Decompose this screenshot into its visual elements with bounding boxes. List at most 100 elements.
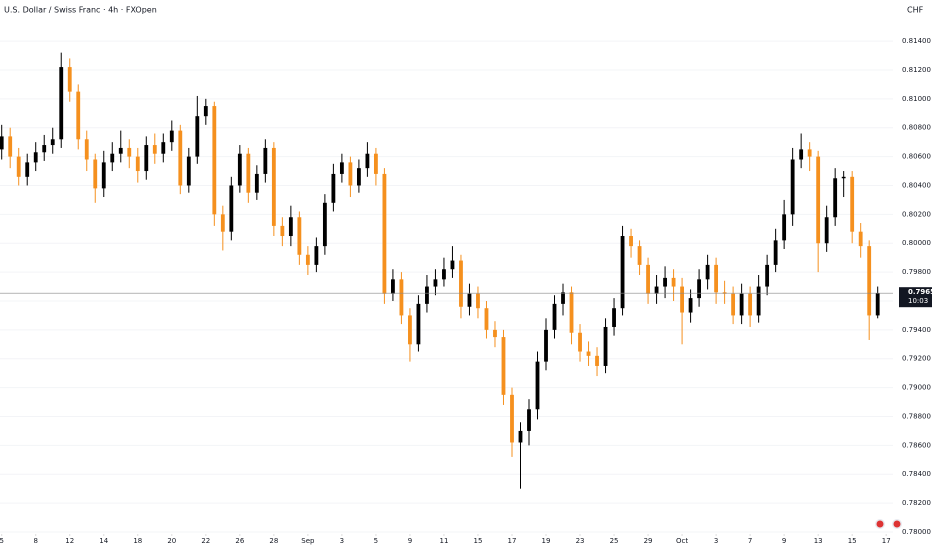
candle-body bbox=[314, 246, 319, 265]
candle-body bbox=[595, 355, 599, 366]
x-tick-label: 13 bbox=[814, 537, 823, 545]
candle-body bbox=[373, 153, 378, 174]
y-tick-label: 0.80800 bbox=[902, 124, 931, 132]
candle-body bbox=[42, 145, 47, 153]
x-tick-label: Oct bbox=[676, 537, 688, 545]
last-price-box bbox=[899, 287, 932, 308]
candles bbox=[0, 52, 880, 489]
candle-body bbox=[280, 225, 285, 237]
y-tick-label: 0.81000 bbox=[902, 95, 931, 103]
candle-body bbox=[0, 136, 4, 150]
candle-body bbox=[450, 260, 455, 270]
candle-body bbox=[271, 147, 276, 226]
x-tick-label: 9 bbox=[408, 537, 412, 545]
y-tick-label: 0.80000 bbox=[902, 239, 931, 247]
candle-body bbox=[467, 293, 472, 307]
candle-body bbox=[875, 293, 880, 316]
candle-body bbox=[790, 159, 795, 215]
candle-body bbox=[152, 145, 157, 154]
candle-body bbox=[561, 292, 565, 304]
x-tick-label: 20 bbox=[167, 537, 176, 545]
x-tick-label: 5 bbox=[0, 537, 4, 545]
x-tick-label: 3 bbox=[714, 537, 718, 545]
candle-body bbox=[305, 254, 310, 265]
candle-body bbox=[569, 292, 574, 333]
x-tick-label: 15 bbox=[848, 537, 857, 545]
y-tick-label: 0.80400 bbox=[902, 181, 931, 189]
candle-body bbox=[748, 293, 753, 316]
candle-body bbox=[841, 176, 846, 179]
candle-body bbox=[25, 162, 30, 177]
candle-body bbox=[476, 293, 480, 309]
candle-body bbox=[739, 293, 744, 316]
currency-label: CHF bbox=[907, 6, 924, 15]
candle-body bbox=[629, 236, 633, 247]
candle-body bbox=[459, 260, 463, 307]
candle-body bbox=[186, 156, 191, 186]
x-tick-label: 15 bbox=[474, 537, 483, 545]
candle-body bbox=[544, 329, 548, 362]
candle-body bbox=[76, 91, 81, 140]
candle-body bbox=[578, 332, 582, 352]
y-tick-label: 0.81200 bbox=[902, 66, 931, 74]
x-tick-label: 26 bbox=[235, 537, 244, 545]
candle-body bbox=[399, 279, 404, 316]
candle-body bbox=[237, 153, 242, 186]
candle-body bbox=[833, 178, 838, 218]
candle-body bbox=[101, 162, 106, 189]
candle-body bbox=[654, 286, 659, 294]
y-tick-label: 0.78400 bbox=[902, 470, 931, 478]
candle-body bbox=[501, 337, 506, 395]
last-price-label: 0.79654 bbox=[908, 288, 932, 296]
candle-body bbox=[867, 246, 872, 316]
candle-body bbox=[67, 67, 72, 92]
event-flag bbox=[893, 520, 901, 528]
candle-body bbox=[161, 142, 166, 154]
candle-body bbox=[850, 176, 855, 232]
y-tick-label: 0.78800 bbox=[902, 412, 931, 420]
candle-body bbox=[807, 149, 812, 157]
y-tick-label: 0.81400 bbox=[902, 37, 931, 45]
candle-body bbox=[680, 286, 684, 313]
candle-body bbox=[442, 269, 446, 280]
candle-body bbox=[586, 351, 591, 356]
x-tick-label: 17 bbox=[508, 537, 517, 545]
candle-body bbox=[671, 277, 676, 287]
candle-body bbox=[246, 153, 251, 193]
candle-body bbox=[391, 279, 395, 294]
x-tick-label: 19 bbox=[542, 537, 551, 545]
y-tick-label: 0.79800 bbox=[902, 268, 931, 276]
candle-body bbox=[510, 394, 514, 443]
candle-body bbox=[765, 264, 770, 287]
candle-body bbox=[288, 217, 293, 237]
candle-body bbox=[612, 308, 616, 327]
x-tick-label: Sep bbox=[301, 537, 315, 545]
candle-body bbox=[518, 430, 523, 443]
x-tick-label: 23 bbox=[576, 537, 585, 545]
candle-body bbox=[493, 329, 497, 338]
candle-body bbox=[731, 293, 736, 316]
candle-body bbox=[263, 147, 268, 174]
candle-body bbox=[110, 153, 115, 163]
candle-body bbox=[229, 185, 234, 232]
candle-body bbox=[663, 277, 667, 287]
y-tick-label: 0.79400 bbox=[902, 326, 931, 334]
y-tick-label: 0.78600 bbox=[902, 441, 931, 449]
candle-body bbox=[135, 156, 140, 172]
candle-body bbox=[93, 159, 98, 189]
x-tick-label: 22 bbox=[201, 537, 210, 545]
candle-body bbox=[425, 286, 429, 304]
candle-body bbox=[365, 153, 370, 169]
candle-body bbox=[322, 202, 327, 247]
candle-body bbox=[254, 173, 259, 193]
candle-body bbox=[16, 156, 21, 177]
candle-body bbox=[773, 240, 778, 265]
candle-body bbox=[59, 67, 64, 140]
event-icons bbox=[875, 519, 902, 529]
candle-body bbox=[433, 279, 438, 287]
x-tick-label: 7 bbox=[748, 537, 752, 545]
candle-body bbox=[603, 326, 608, 366]
candle-body bbox=[203, 106, 208, 117]
grid bbox=[0, 40, 893, 533]
candle-body bbox=[714, 264, 719, 293]
